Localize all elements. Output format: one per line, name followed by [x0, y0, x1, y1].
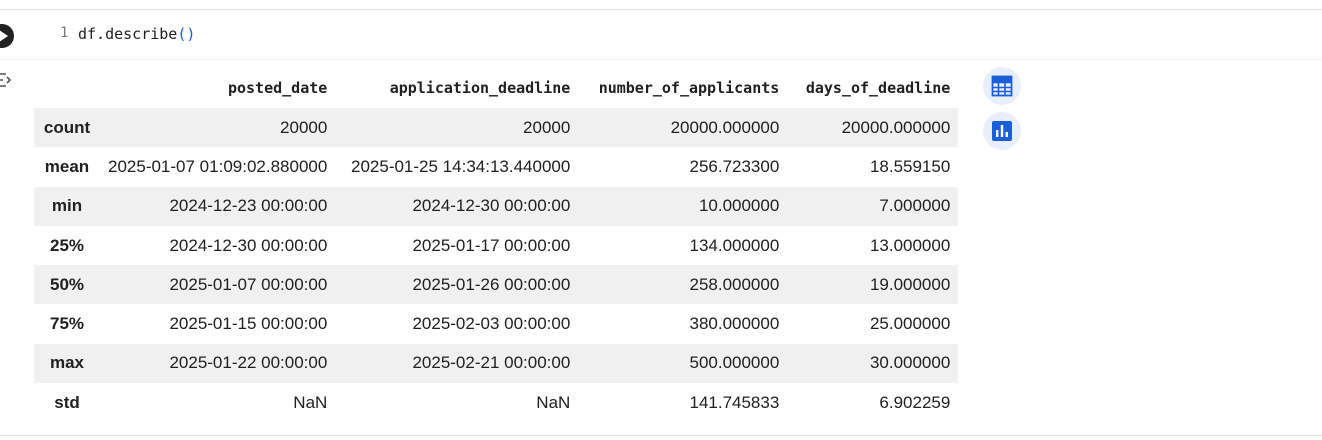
- column-header: posted_date: [227, 79, 328, 97]
- column-header: number_of_applicants: [598, 79, 780, 97]
- table-cell: 25.000000: [869, 314, 951, 334]
- row-label: min: [51, 196, 83, 216]
- table-row: mean 2025-01-07 01:09:02.880000 2025-01-…: [34, 147, 959, 187]
- table-row: 75% 2025-01-15 00:00:00 2025-02-03 00:00…: [34, 304, 959, 344]
- row-label: 25%: [49, 235, 85, 255]
- table-cell: 2025-01-07 01:09:02.880000: [108, 156, 328, 176]
- table-cell: 256.723300: [689, 156, 780, 176]
- describe-output-table: posted_date application_deadline number_…: [34, 68, 959, 423]
- table-cell: 2024-12-30 00:00:00: [169, 235, 328, 255]
- table-cell: 10.000000: [698, 196, 780, 216]
- table-cell: 258.000000: [689, 274, 780, 294]
- table-cell: 500.000000: [689, 353, 780, 373]
- table-cell: 20000: [280, 117, 328, 137]
- code-editor[interactable]: df.describe(): [78, 25, 195, 43]
- output-separator: [0, 59, 1322, 60]
- output-toggle-button[interactable]: [0, 70, 14, 90]
- table-row: min 2024-12-23 00:00:00 2024-12-30 00:00…: [34, 186, 959, 226]
- table-cell: 13.000000: [869, 235, 951, 255]
- cell-top-border: [0, 9, 1322, 10]
- cell-bottom-border: [0, 435, 1322, 436]
- table-cell: 380.000000: [689, 314, 780, 334]
- table-cell: 20000: [523, 117, 571, 137]
- row-label: 75%: [49, 314, 85, 334]
- table-cell: 6.902259: [879, 392, 951, 412]
- table-cell: 2025-02-03 00:00:00: [412, 314, 571, 334]
- run-cell-button[interactable]: [0, 24, 14, 48]
- column-header: application_deadline: [389, 79, 571, 97]
- row-label: std: [54, 392, 80, 412]
- table-cell: 2025-01-26 00:00:00: [412, 274, 571, 294]
- line-number: 1: [60, 25, 69, 41]
- table-cell: 7.000000: [879, 196, 951, 216]
- code-parens: (): [177, 25, 196, 43]
- index-header: [34, 68, 100, 108]
- table-cell: 2025-01-15 00:00:00: [169, 314, 328, 334]
- table-cell: 2025-01-07 00:00:00: [169, 274, 328, 294]
- table-cell: NaN: [536, 392, 571, 412]
- output-toggle-icon: [0, 73, 12, 87]
- row-label: mean: [44, 156, 90, 176]
- table-icon: [991, 75, 1013, 97]
- table-cell: 2025-01-22 00:00:00: [169, 353, 328, 373]
- table-row: 25% 2024-12-30 00:00:00 2025-01-17 00:00…: [34, 225, 959, 266]
- column-header: days_of_deadline: [805, 79, 951, 97]
- convert-to-interactive-table-button[interactable]: [983, 67, 1021, 105]
- table-cell: 2025-01-25 14:34:13.440000: [351, 156, 571, 176]
- play-icon: [0, 30, 8, 42]
- bar-chart-icon: [992, 121, 1012, 141]
- table-cell: 141.745833: [689, 392, 780, 412]
- table-cell: 134.000000: [689, 235, 780, 255]
- suggest-charts-button[interactable]: [983, 112, 1021, 150]
- table-cell: 20000.000000: [670, 117, 780, 137]
- table-row: max 2025-01-22 00:00:00 2025-02-21 00:00…: [34, 343, 959, 384]
- table-cell: 2024-12-30 00:00:00: [412, 196, 571, 216]
- table-cell: 20000.000000: [841, 117, 951, 137]
- row-label: max: [49, 353, 85, 373]
- header-row: posted_date application_deadline number_…: [34, 68, 958, 108]
- table-row: std NaN NaN 141.745833 6.902259: [34, 383, 959, 423]
- row-label: 50%: [49, 274, 85, 294]
- code-text: df.describe: [78, 25, 178, 43]
- table-cell: 18.559150: [869, 156, 951, 176]
- table-cell: NaN: [293, 392, 328, 412]
- table-cell: 2025-02-21 00:00:00: [412, 353, 571, 373]
- table-row: count 20000 20000 20000.000000 20000.000…: [34, 108, 959, 148]
- table-cell: 19.000000: [869, 274, 951, 294]
- table-cell: 30.000000: [869, 353, 951, 373]
- table-cell: 2025-01-17 00:00:00: [412, 235, 571, 255]
- row-label: count: [43, 117, 91, 137]
- table-row: 50% 2025-01-07 00:00:00 2025-01-26 00:00…: [34, 265, 959, 305]
- table-cell: 2024-12-23 00:00:00: [169, 196, 328, 216]
